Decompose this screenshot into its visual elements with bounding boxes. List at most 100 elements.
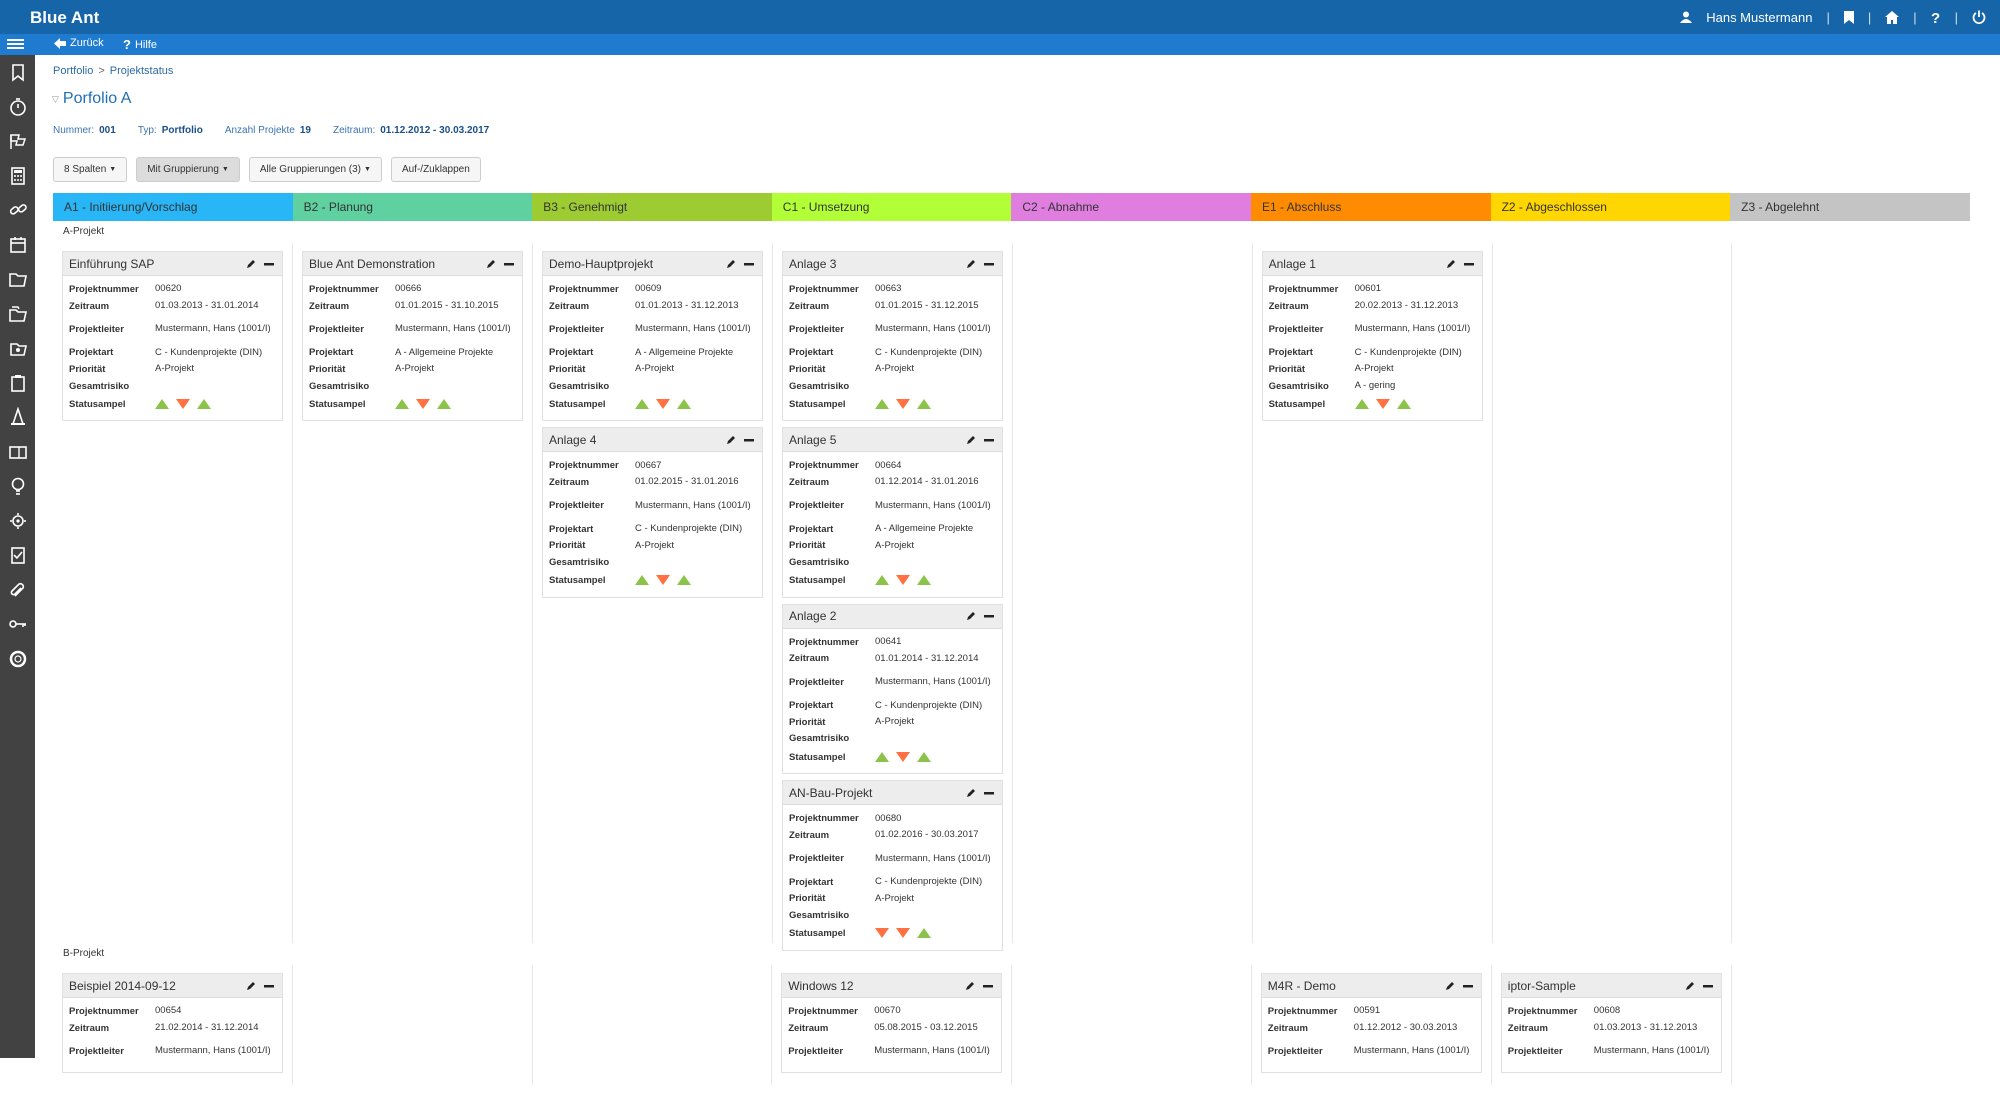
group-label[interactable]: B-Projekt — [63, 948, 105, 959]
card-title[interactable]: M4R - Demo — [1267, 978, 1336, 993]
column-header[interactable]: E1 - Abschluss — [1250, 193, 1491, 221]
project-card[interactable]: Anlage 2 Projektnummer 00641 Zeitraum 01.01.… — [782, 603, 1003, 775]
card-title[interactable]: iptor-Sample — [1507, 978, 1576, 993]
edit-icon[interactable] — [964, 609, 978, 623]
card-title[interactable]: Anlage 4 — [549, 432, 597, 447]
sidebar-calendar-button[interactable] — [0, 228, 35, 263]
project-card[interactable]: Anlage 5 Projektnummer 00664 Zeitraum 01.12.… — [782, 427, 1003, 598]
collapse-icon[interactable] — [981, 979, 995, 993]
collapse-icon[interactable] — [1701, 979, 1715, 993]
edit-icon[interactable] — [724, 433, 738, 447]
sidebar-cone-button[interactable] — [0, 400, 35, 435]
collapse-icon[interactable] — [1461, 979, 1475, 993]
sidebar-bookmark-button[interactable] — [0, 55, 35, 90]
card-title[interactable]: Anlage 1 — [1268, 256, 1316, 271]
help-button[interactable]: ? Hilfe — [123, 37, 157, 52]
project-card[interactable]: AN-Bau-Projekt Projektnummer 00680 Zeitraum… — [782, 780, 1003, 951]
sidebar-link-button[interactable] — [0, 193, 35, 228]
collapse-icon[interactable] — [742, 257, 756, 271]
column-header[interactable]: B3 - Genehmigt — [532, 193, 772, 221]
sidebar-folder-button[interactable] — [0, 262, 35, 297]
project-card[interactable]: Anlage 3 Projektnummer 00663 Zeitraum 01.01.… — [782, 251, 1003, 422]
sidebar-clipboard-button[interactable] — [0, 366, 35, 401]
collapse-icon[interactable] — [502, 257, 516, 271]
sidebar-settings-button[interactable] — [0, 504, 35, 539]
sidebar-key-button[interactable] — [0, 607, 35, 642]
column-header[interactable]: Z2 - Abgeschlossen — [1490, 193, 1731, 221]
card-title[interactable]: Windows 12 — [788, 978, 854, 993]
column-header[interactable]: B2 - Planung — [292, 193, 533, 221]
project-card[interactable]: Anlage 4 Projektnummer 00667 Zeitraum 01.02.… — [542, 427, 763, 598]
project-card[interactable]: M4R - Demo Projektnummer 00591 Zeitraum 01.1… — [1260, 973, 1482, 1074]
breadcrumb-portfolio[interactable]: Portfolio — [53, 65, 94, 77]
column-header[interactable]: C2 - Abnahme — [1011, 193, 1251, 221]
card-title[interactable]: AN-Bau-Projekt — [789, 785, 873, 800]
edit-icon[interactable] — [724, 257, 738, 271]
card-title[interactable]: Beispiel 2014-09-12 — [69, 978, 176, 993]
sidebar-paperclip-button[interactable] — [0, 573, 35, 608]
collapse-icon[interactable] — [1462, 257, 1476, 271]
sidebar-folders-button[interactable] — [0, 331, 35, 366]
app-logo[interactable]: Blue Ant — [30, 8, 100, 27]
project-card[interactable]: Windows 12 Projektnummer 00670 Zeitraum 05.0… — [781, 973, 1003, 1074]
sidebar-stopwatch-button[interactable] — [0, 90, 35, 125]
card-title[interactable]: Einführung SAP — [69, 256, 155, 271]
collapse-icon[interactable] — [982, 786, 996, 800]
project-card[interactable]: Blue Ant Demonstration Projektnummer 00666… — [302, 251, 523, 422]
all-groupings-dropdown[interactable]: Alle Gruppierungen (3) ▼ — [248, 157, 382, 182]
edit-icon[interactable] — [964, 786, 978, 800]
breadcrumb-projektstatus[interactable]: Projektstatus — [109, 65, 174, 77]
collapse-caret-icon[interactable]: ▽ — [52, 93, 59, 104]
project-card[interactable]: Beispiel 2014-09-12 Projektnummer 00654 Zei… — [62, 973, 283, 1074]
project-card[interactable]: iptor-Sample Projektnummer 00608 Zeitraum 01… — [1500, 973, 1722, 1074]
card-title[interactable]: Anlage 2 — [789, 609, 837, 624]
sidebar-calculator-button[interactable] — [0, 159, 35, 194]
card-field: Projektart A - Allgemeine Projekte — [309, 344, 516, 361]
home-icon[interactable] — [1885, 10, 1900, 24]
group-label[interactable]: A-Projekt — [63, 226, 105, 237]
user-name[interactable]: Hans Mustermann — [1706, 9, 1813, 25]
card-title[interactable]: Blue Ant Demonstration — [309, 256, 436, 271]
sidebar-checklist-button[interactable] — [0, 538, 35, 573]
project-card[interactable]: Anlage 1 Projektnummer 00601 Zeitraum 20.02.… — [1261, 251, 1483, 422]
columns-dropdown[interactable]: 8 Spalten ▼ — [53, 157, 128, 182]
edit-icon[interactable] — [1683, 979, 1697, 993]
help-icon[interactable]: ? — [1931, 10, 1941, 24]
column-header[interactable]: A1 - Initiierung/Vorschlag — [53, 193, 293, 221]
project-card[interactable]: Einführung SAP Projektnummer 00620 Zeitraum… — [62, 251, 283, 422]
edit-icon[interactable] — [963, 979, 977, 993]
edit-icon[interactable] — [1444, 257, 1458, 271]
collapse-icon[interactable] — [262, 257, 276, 271]
collapse-icon[interactable] — [262, 979, 276, 993]
edit-icon[interactable] — [244, 979, 258, 993]
menu-icon[interactable] — [7, 37, 24, 52]
edit-icon[interactable] — [1443, 979, 1457, 993]
card-title[interactable]: Demo-Hauptprojekt — [549, 256, 654, 271]
expand-collapse-button[interactable]: Auf-/Zuklappen — [390, 157, 481, 182]
triangle-up-icon — [395, 398, 409, 409]
card-title[interactable]: Anlage 3 — [789, 256, 837, 271]
collapse-icon[interactable] — [982, 433, 996, 447]
collapse-icon[interactable] — [982, 257, 996, 271]
edit-icon[interactable] — [964, 257, 978, 271]
breadcrumb: Portfolio > Projektstatus — [53, 65, 173, 77]
bookmark-icon[interactable] — [1843, 10, 1854, 24]
power-icon[interactable] — [1972, 10, 1986, 24]
sidebar-card-button[interactable] — [0, 435, 35, 470]
triangle-up-icon — [635, 398, 649, 409]
edit-icon[interactable] — [964, 433, 978, 447]
collapse-icon[interactable] — [742, 433, 756, 447]
edit-icon[interactable] — [244, 257, 258, 271]
edit-icon[interactable] — [484, 257, 498, 271]
grouping-dropdown[interactable]: Mit Gruppierung ▼ — [136, 157, 240, 182]
back-button[interactable]: Zurück — [54, 37, 104, 49]
column-header[interactable]: Z3 - Abgelehnt — [1730, 193, 1970, 221]
sidebar-lightbulb-button[interactable] — [0, 469, 35, 504]
sidebar-lifebuoy-button[interactable] — [0, 642, 35, 677]
column-header[interactable]: C1 - Umsetzung — [771, 193, 1012, 221]
sidebar-flags-button[interactable] — [0, 124, 35, 159]
card-title[interactable]: Anlage 5 — [789, 432, 837, 447]
collapse-icon[interactable] — [982, 609, 996, 623]
project-card[interactable]: Demo-Hauptprojekt Projektnummer 00609 Zeitr… — [542, 251, 763, 422]
sidebar-portfolio-button[interactable] — [0, 297, 35, 332]
